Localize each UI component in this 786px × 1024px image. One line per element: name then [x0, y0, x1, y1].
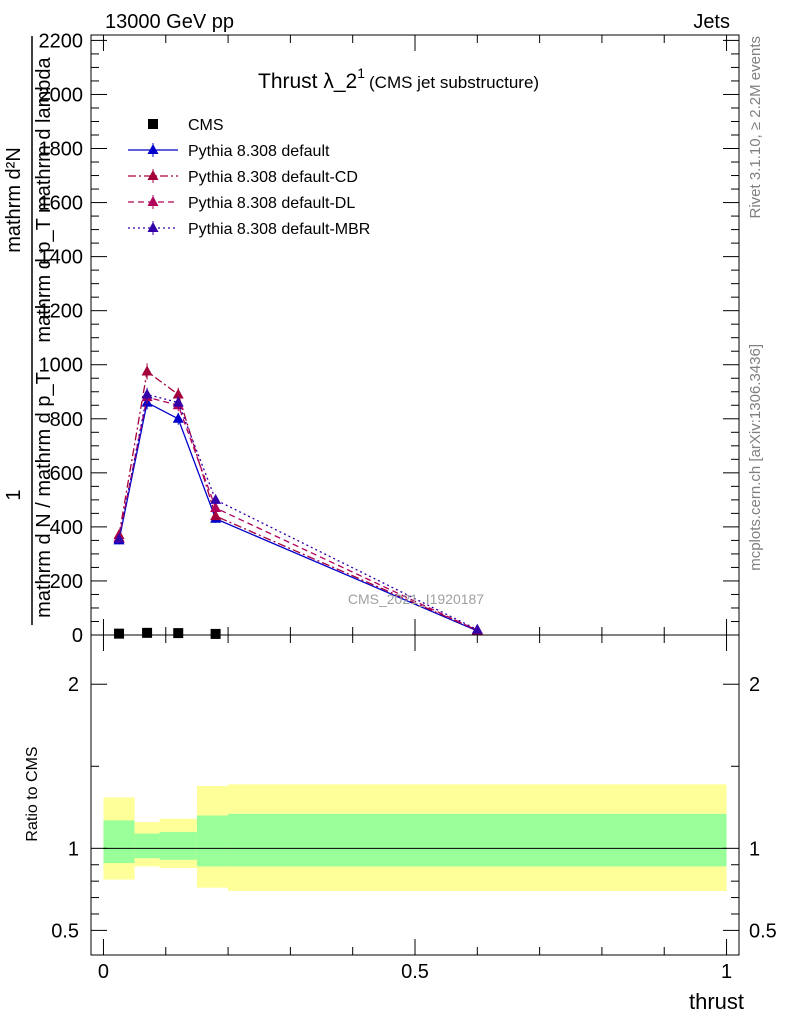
series-marker — [172, 412, 184, 423]
series-marker — [141, 388, 153, 399]
analysis-watermark: CMS_2021_I1920187 — [348, 591, 484, 607]
main-y-tick-label: 1600 — [39, 193, 84, 215]
main-y-tick-label: 400 — [50, 517, 83, 539]
cms-data-point — [173, 628, 184, 639]
series-marker — [471, 623, 483, 634]
ratio-panel: 0.5 0.5 1 1 2 2 0 0.5 1 — [51, 634, 777, 983]
title-sub: (CMS jet substructure) — [369, 73, 539, 92]
ratio-y-tick-label: 0.5 — [51, 920, 79, 942]
ratio-band-inner — [196, 815, 229, 867]
cms-data-point — [142, 627, 153, 638]
main-y-tick-label: 2200 — [39, 30, 84, 52]
main-series — [113, 363, 483, 639]
legend-marker — [147, 196, 159, 206]
y-label-top: mathrm d²N — [3, 147, 25, 253]
main-y-tick-label: 800 — [50, 409, 83, 431]
svg-text:Thrust λ_21(CMS jet substructu: Thrust λ_21 (CMS jet substructure) — [258, 65, 539, 93]
legend-marker — [148, 119, 158, 129]
main-y-tick-label: 200 — [50, 571, 83, 593]
ratio-y-tick-label-right: 0.5 — [749, 920, 777, 942]
main-y-tick-label: 1400 — [39, 247, 84, 269]
ratio-y-label: Ratio to CMS — [24, 746, 41, 841]
legend-item: Pythia 8.308 default — [128, 143, 330, 160]
series-marker — [210, 493, 222, 504]
ratio-band-inner — [159, 831, 197, 860]
cms-data-point — [114, 628, 125, 639]
ratio-y-tick-label: 2 — [68, 674, 79, 696]
legend-marker — [147, 144, 159, 154]
ratio-y-tick-label-right: 2 — [749, 674, 760, 696]
series-0 — [114, 627, 221, 639]
title-main: Thrust λ_2 — [258, 70, 357, 93]
y-axis-label: mathrm d²N mathrm d p_T mathrm d lambda … — [3, 36, 55, 625]
legend-marker — [147, 222, 159, 232]
ratio-band-inner — [134, 833, 160, 859]
legend-item: Pythia 8.308 default-CD — [128, 169, 358, 186]
series-marker — [113, 533, 125, 544]
rivet-label: Rivet 3.1.10, ≥ 2.2M events — [747, 36, 764, 219]
ratio-ticks: 0.5 0.5 1 1 2 2 0 0.5 1 — [51, 635, 777, 983]
main-y-tick-label: 600 — [50, 463, 83, 485]
ratio-band-inner — [103, 820, 135, 864]
title-superscript: 1 — [357, 65, 365, 81]
legend: CMS Pythia 8.308 default Pythia 8.308 defa… — [128, 117, 370, 238]
legend-label: Pythia 8.308 default — [188, 143, 330, 160]
main-panel: 0 200 400 600 800 1000 1200 1400 1600 1800 2000 220… — [39, 30, 740, 647]
x-tick-label: 1 — [721, 961, 732, 983]
main-y-tick-label: 1200 — [39, 301, 84, 323]
series-marker — [141, 365, 153, 376]
x-axis-label: thrust — [689, 989, 744, 1014]
mcplots-label: mcplots.cern.ch [arXiv:1306.3436] — [747, 344, 764, 571]
legend-label: Pythia 8.308 default-CD — [188, 169, 358, 186]
category-label: Jets — [693, 11, 730, 33]
legend-label: CMS — [188, 117, 224, 134]
main-y-tick-label: 2000 — [39, 84, 84, 106]
legend-marker — [147, 170, 159, 180]
series-marker — [210, 510, 222, 521]
main-ticks: 0 200 400 600 800 1000 1200 1400 1600 1800 2000 220… — [39, 30, 739, 647]
y-label-bottom: mathrm d N / mathrm d p_T — [33, 372, 55, 618]
series-marker — [172, 388, 184, 399]
legend-label: Pythia 8.308 default-DL — [188, 195, 355, 212]
ratio-y-tick-label: 1 — [68, 838, 79, 860]
series-marker — [172, 396, 184, 407]
main-y-tick-label: 0 — [72, 625, 83, 647]
x-tick-label: 0.5 — [401, 961, 429, 983]
legend-label: Pythia 8.308 default-MBR — [188, 221, 370, 238]
ratio-band-inner — [228, 813, 727, 867]
cms-data-point — [210, 628, 221, 639]
ratio-y-tick-label-right: 1 — [749, 838, 760, 860]
energy-label: 13000 GeV pp — [105, 11, 234, 33]
main-y-tick-label: 1000 — [39, 355, 84, 377]
x-tick-label: 0 — [98, 961, 109, 983]
legend-item: Pythia 8.308 default-DL — [128, 195, 355, 212]
series-line — [118, 393, 478, 631]
y-label-mid: mathrm d p_T mathrm d lambda — [33, 56, 55, 342]
legend-item: CMS — [148, 117, 224, 134]
ratio-bands — [103, 784, 727, 891]
legend-item: Pythia 8.308 default-MBR — [128, 221, 370, 238]
y-label-one: 1 — [3, 489, 25, 500]
main-y-tick-label: 1800 — [39, 139, 84, 161]
series-4 — [113, 387, 483, 634]
series-marker — [210, 501, 222, 512]
chart-title: Thrust λ_21 (CMS jet substructure) — [258, 65, 539, 93]
